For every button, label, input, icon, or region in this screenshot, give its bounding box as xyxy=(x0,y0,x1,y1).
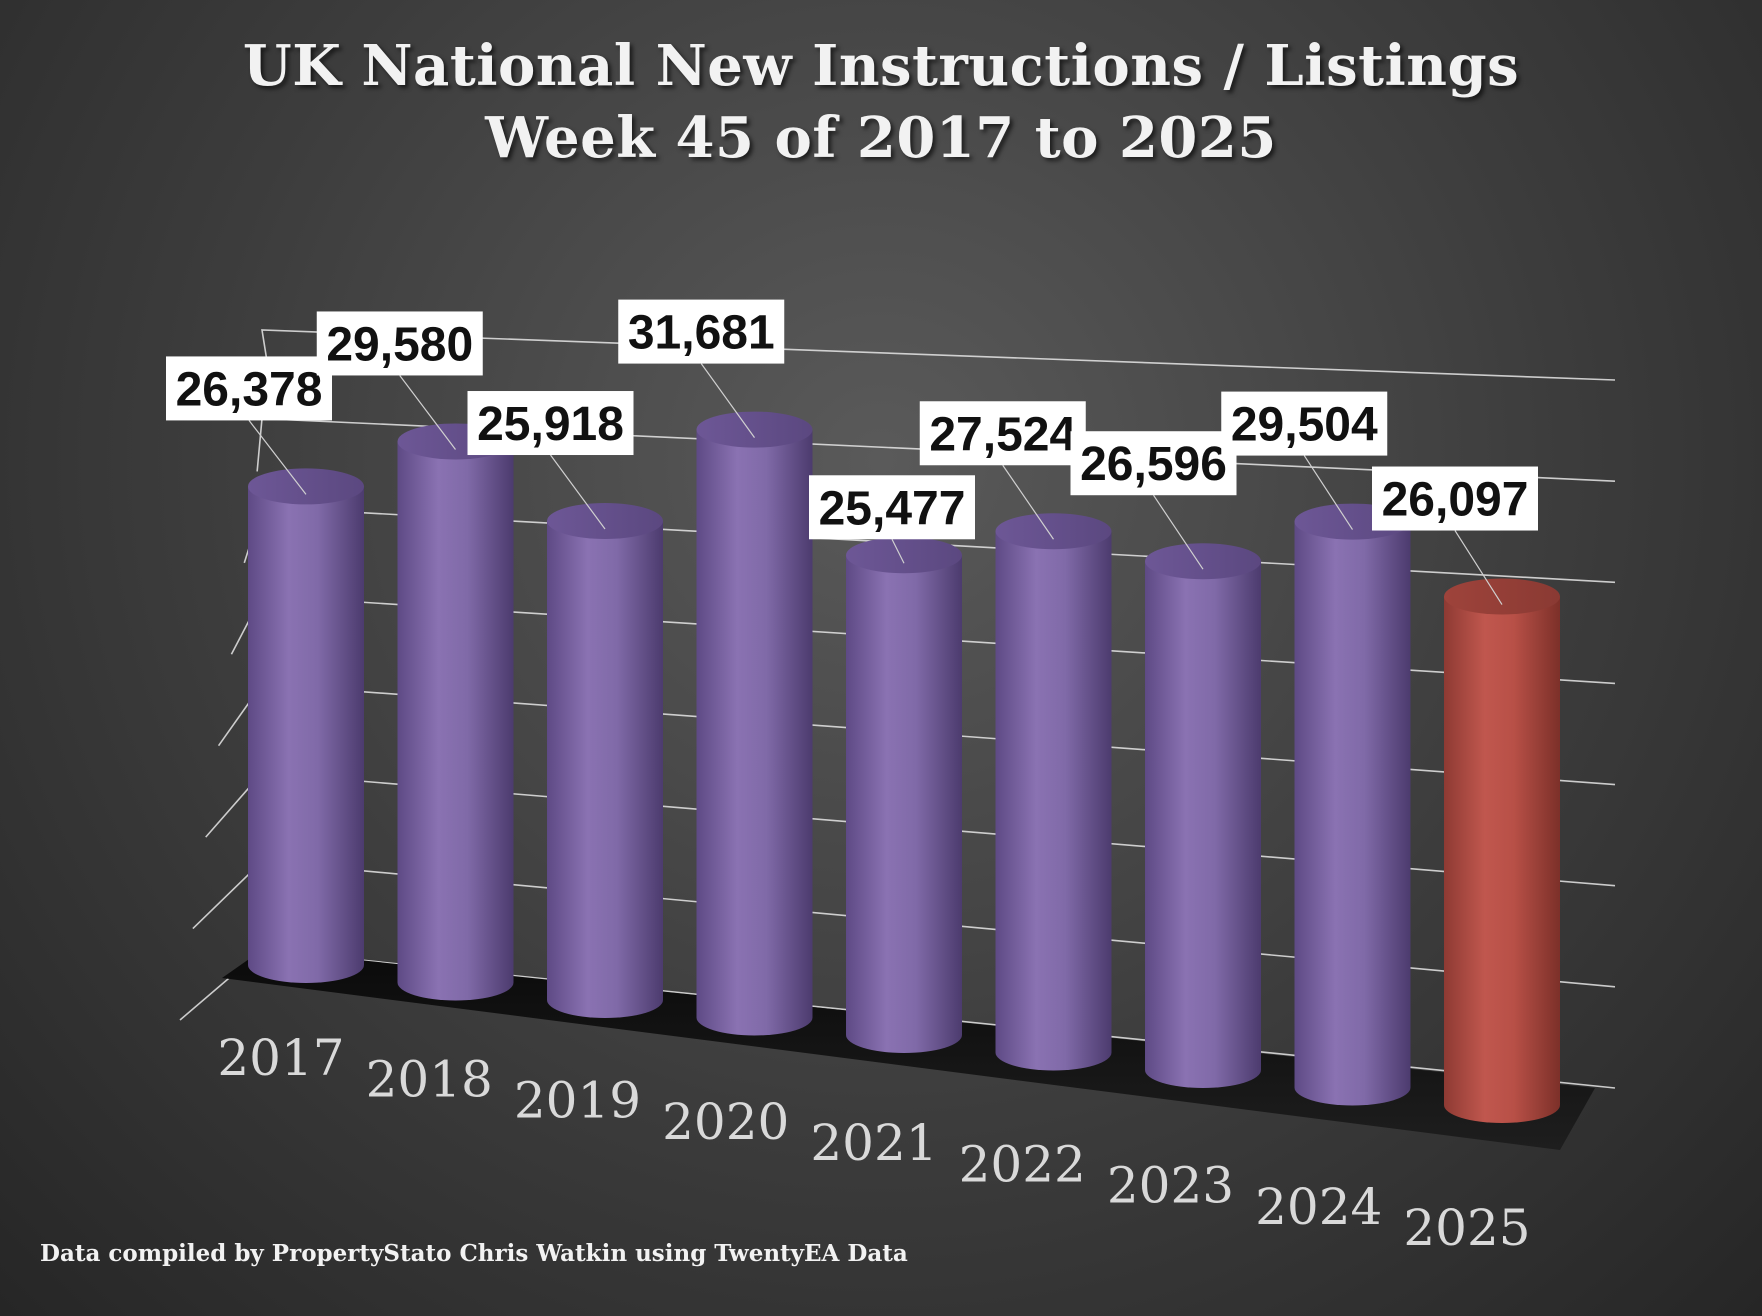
bar-body xyxy=(1444,596,1560,1123)
data-label-text: 29,580 xyxy=(326,318,473,371)
data-label: 26,378 xyxy=(166,356,332,495)
data-label-box xyxy=(809,475,975,540)
x-tick-label: 2020 xyxy=(662,1093,789,1151)
data-label: 29,580 xyxy=(316,311,483,450)
bar-top xyxy=(846,537,962,574)
bar-body xyxy=(696,429,813,1036)
data-label-box xyxy=(1372,466,1538,531)
data-label: 31,681 xyxy=(618,299,785,438)
data-label-box xyxy=(618,299,785,364)
data-label-text: 26,596 xyxy=(1080,438,1227,491)
bar-2023 xyxy=(1145,543,1261,1088)
leader-line xyxy=(1153,494,1204,570)
leader-line xyxy=(1454,530,1503,605)
chart-title: UK National New Instructions / Listings … xyxy=(0,30,1762,174)
data-label-box xyxy=(166,356,332,421)
data-label: 29,504 xyxy=(1221,391,1388,530)
bar-top xyxy=(547,503,663,540)
data-label-text: 25,918 xyxy=(477,398,624,451)
x-axis-labels: 2017 2018 2019 2020 2021 2022 2023 2024 2025 xyxy=(217,1029,1530,1257)
leader-line xyxy=(550,454,606,530)
data-label: 26,097 xyxy=(1372,466,1538,605)
data-label-text: 26,097 xyxy=(1382,474,1529,527)
data-label-box xyxy=(1070,431,1237,496)
data-label-text: 29,504 xyxy=(1231,399,1378,452)
bar-2024 xyxy=(1294,503,1411,1106)
data-label-text: 26,378 xyxy=(176,363,323,416)
bar-2019 xyxy=(547,503,663,1018)
leader-line xyxy=(700,363,755,438)
data-label-box xyxy=(467,391,634,456)
data-label-text: 27,524 xyxy=(929,408,1076,461)
x-tick-label: 2024 xyxy=(1255,1178,1382,1236)
bar-top xyxy=(1145,543,1261,580)
bar-body xyxy=(397,441,514,1001)
data-label-box xyxy=(1221,391,1388,456)
bar-body xyxy=(995,531,1112,1071)
data-label-text: 25,477 xyxy=(819,482,966,535)
bar-2017 xyxy=(248,468,364,983)
data-label-box xyxy=(919,401,1086,466)
x-tick-label: 2018 xyxy=(366,1050,493,1108)
data-label: 25,477 xyxy=(809,475,975,564)
bar-top xyxy=(696,411,813,448)
bar-2022 xyxy=(995,513,1112,1071)
data-label-box xyxy=(316,311,483,376)
x-tick-label: 2025 xyxy=(1403,1199,1530,1257)
bar-body xyxy=(846,555,962,1053)
title-line-1: UK National New Instructions / Listings xyxy=(242,33,1520,99)
x-tick-label: 2019 xyxy=(514,1072,641,1130)
bar-body xyxy=(1145,561,1261,1088)
data-source-note: Data compiled by PropertyStato Chris Wat… xyxy=(40,1240,908,1267)
bar-2020 xyxy=(696,411,813,1036)
x-tick-label: 2021 xyxy=(810,1114,937,1172)
data-label: 27,524 xyxy=(919,401,1086,540)
bar-2025 xyxy=(1444,578,1560,1123)
bar-2021 xyxy=(846,537,962,1053)
data-label: 26,596 xyxy=(1070,431,1237,570)
leader-line xyxy=(399,375,456,450)
bar-body xyxy=(248,486,364,983)
bar-top xyxy=(1444,578,1560,615)
bar-top xyxy=(248,468,364,505)
leader-line xyxy=(891,539,905,564)
leader-line xyxy=(1002,464,1054,540)
title-line-2: Week 45 of 2017 to 2025 xyxy=(485,105,1277,171)
bars xyxy=(248,411,1560,1123)
bar-2018 xyxy=(397,423,514,1001)
bar-body xyxy=(1294,521,1411,1106)
x-tick-label: 2022 xyxy=(959,1135,1086,1193)
data-label-text: 31,681 xyxy=(628,307,775,360)
leader-line xyxy=(1303,455,1354,530)
leader-line xyxy=(248,420,307,495)
data-label: 25,918 xyxy=(467,391,634,530)
x-tick-label: 2017 xyxy=(217,1029,344,1087)
bar-top xyxy=(995,513,1112,550)
bar-body xyxy=(547,521,663,1018)
x-tick-label: 2023 xyxy=(1107,1157,1234,1215)
